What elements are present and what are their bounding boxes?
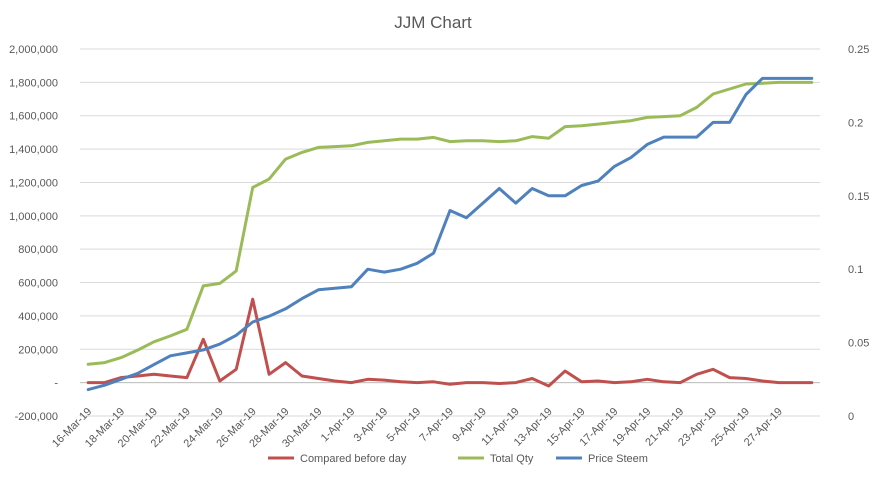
series-lines bbox=[86, 76, 814, 392]
gridlines bbox=[80, 48, 820, 417]
y2-tick-label: 0.25 bbox=[848, 44, 869, 56]
y2-tick-label: 0.15 bbox=[848, 191, 869, 203]
series-line bbox=[86, 76, 814, 392]
y-tick-label: -200,000 bbox=[15, 411, 58, 423]
y-tick-label: 200,000 bbox=[18, 344, 58, 356]
x-tick-label: 3-Apr-19 bbox=[352, 406, 391, 445]
legend-label: Total Qty bbox=[490, 453, 534, 465]
y-tick-label: 2,000,000 bbox=[9, 44, 58, 56]
x-tick-label: 5-Apr-19 bbox=[384, 406, 423, 445]
y2-tick-label: 0.2 bbox=[848, 117, 863, 129]
legend-label: Compared before day bbox=[300, 453, 407, 465]
y-axis-right: 0 0.05 0.1 0.15 0.2 0.25 bbox=[848, 44, 869, 423]
y-tick-label: 400,000 bbox=[18, 311, 58, 323]
y2-tick-label: 0 bbox=[848, 411, 854, 423]
legend-label: Price Steem bbox=[588, 453, 648, 465]
y2-tick-label: 0.05 bbox=[848, 338, 869, 350]
y-tick-label: 1,600,000 bbox=[9, 111, 58, 123]
y-tick-label: 1,800,000 bbox=[9, 77, 58, 89]
series-line bbox=[86, 80, 814, 366]
y-tick-label: 1,200,000 bbox=[9, 177, 58, 189]
chart-title: JJM Chart bbox=[394, 13, 472, 32]
x-tick-label: 7-Apr-19 bbox=[417, 406, 456, 445]
y2-tick-label: 0.1 bbox=[848, 264, 863, 276]
y-tick-label: 1,400,000 bbox=[9, 144, 58, 156]
y-tick-label: - bbox=[54, 378, 58, 390]
legend: Compared before day Total Qty Price Steem bbox=[268, 453, 648, 465]
y-tick-label: 600,000 bbox=[18, 278, 58, 290]
y-axis-left: -200,000-200,000400,000600,000800,0001,0… bbox=[9, 44, 58, 423]
x-tick-label: 1-Apr-19 bbox=[319, 406, 358, 445]
y-tick-label: 800,000 bbox=[18, 244, 58, 256]
y-tick-label: 1,000,000 bbox=[9, 211, 58, 223]
series-line bbox=[86, 297, 814, 388]
